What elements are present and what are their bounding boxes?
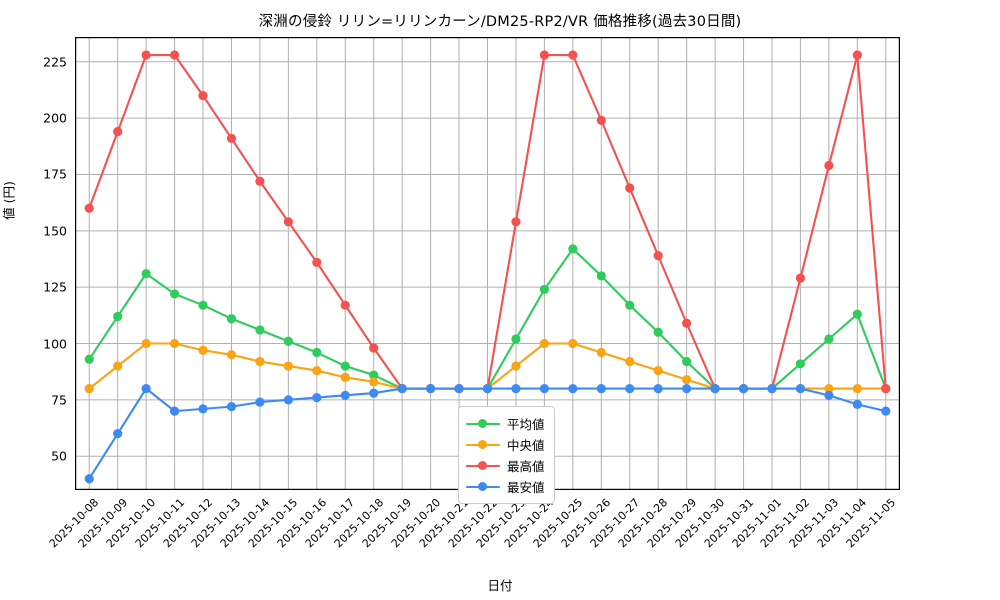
legend-label: 最高値 bbox=[507, 459, 545, 474]
chart-legend: 平均値中央値最高値最安値 bbox=[458, 406, 555, 504]
y-tick-label: 125 bbox=[43, 279, 67, 295]
plot-canvas bbox=[75, 37, 900, 490]
legend-label: 平均値 bbox=[507, 417, 545, 432]
y-tick-label: 50 bbox=[51, 448, 67, 464]
chart-title: 深淵の侵鈴 リリン=リリンカーン/DM25-RP2/VR 価格推移(過去30日間… bbox=[258, 14, 742, 30]
legend-label: 最安値 bbox=[507, 480, 545, 495]
legend-item-2[interactable]: 最高値 bbox=[466, 455, 545, 476]
plot-area bbox=[75, 37, 900, 490]
y-axis-label: 値 (円) bbox=[1, 181, 17, 220]
x-axis-label: 日付 bbox=[487, 578, 513, 593]
legend-swatch-icon bbox=[466, 459, 500, 473]
legend-swatch-icon bbox=[466, 417, 500, 431]
y-tick-label: 75 bbox=[51, 392, 67, 408]
y-tick-label: 200 bbox=[43, 110, 67, 126]
y-tick-label: 175 bbox=[43, 166, 67, 182]
y-tick-label: 100 bbox=[43, 336, 67, 351]
legend-swatch-icon bbox=[466, 438, 500, 452]
y-tick-label: 150 bbox=[43, 223, 67, 239]
legend-label: 中央値 bbox=[507, 438, 545, 453]
legend-item-3[interactable]: 最安値 bbox=[466, 476, 545, 497]
y-tick-label: 225 bbox=[43, 54, 67, 70]
series-3 bbox=[84, 383, 891, 484]
legend-swatch-icon bbox=[466, 480, 500, 494]
legend-item-0[interactable]: 平均値 bbox=[466, 413, 545, 434]
legend-item-1[interactable]: 中央値 bbox=[466, 434, 545, 455]
